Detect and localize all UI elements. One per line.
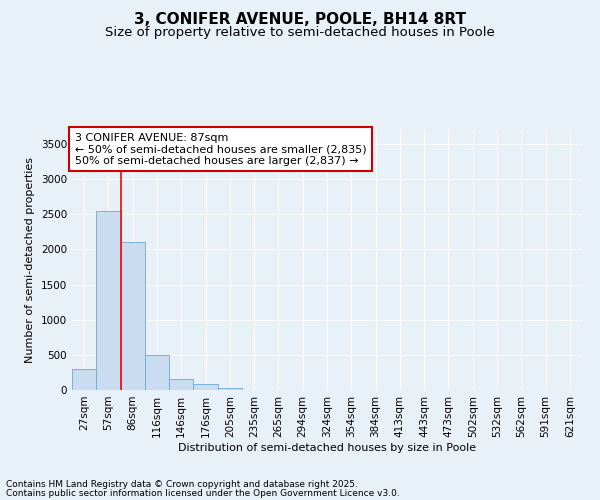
Bar xyxy=(121,242,145,390)
Text: Contains public sector information licensed under the Open Government Licence v3: Contains public sector information licen… xyxy=(6,488,400,498)
Text: 3, CONIFER AVENUE, POOLE, BH14 8RT: 3, CONIFER AVENUE, POOLE, BH14 8RT xyxy=(134,12,466,28)
Bar xyxy=(96,211,121,390)
Text: 3 CONIFER AVENUE: 87sqm
← 50% of semi-detached houses are smaller (2,835)
50% of: 3 CONIFER AVENUE: 87sqm ← 50% of semi-de… xyxy=(74,132,366,166)
Text: Size of property relative to semi-detached houses in Poole: Size of property relative to semi-detach… xyxy=(105,26,495,39)
Bar xyxy=(193,384,218,390)
Bar xyxy=(72,369,96,390)
Bar xyxy=(218,388,242,390)
X-axis label: Distribution of semi-detached houses by size in Poole: Distribution of semi-detached houses by … xyxy=(178,442,476,452)
Y-axis label: Number of semi-detached properties: Number of semi-detached properties xyxy=(25,157,35,363)
Bar xyxy=(145,355,169,390)
Bar xyxy=(169,380,193,390)
Text: Contains HM Land Registry data © Crown copyright and database right 2025.: Contains HM Land Registry data © Crown c… xyxy=(6,480,358,489)
